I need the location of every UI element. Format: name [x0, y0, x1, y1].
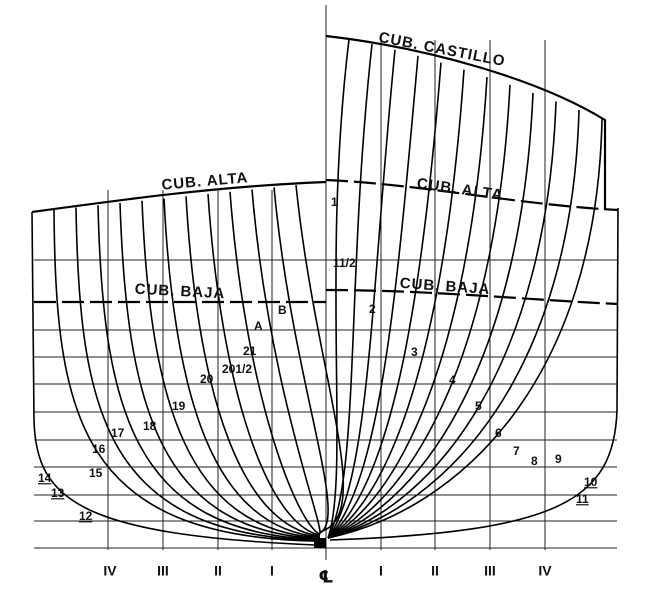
- station-label: 9: [555, 452, 562, 466]
- station-label: 14: [38, 471, 52, 485]
- station-curve: [327, 62, 442, 539]
- buttock-label: I: [379, 563, 383, 579]
- hull-aft: [31, 211, 316, 546]
- station-label: 8: [531, 454, 538, 468]
- station-curve: [327, 69, 465, 539]
- deck-alta-fwd: [325, 178, 619, 212]
- station-label: 19: [172, 399, 186, 413]
- station-curve: [327, 92, 534, 539]
- deck-alta-aft: [31, 180, 327, 214]
- station-label: 11/2: [333, 256, 356, 270]
- station-curve: [327, 43, 373, 539]
- station-label: 12: [79, 509, 93, 523]
- station-curves: [53, 39, 603, 542]
- station-curve: [327, 49, 396, 539]
- deck-baja-fwd: [325, 288, 619, 306]
- station-label: 17: [111, 426, 125, 440]
- station-label: 6: [495, 426, 502, 440]
- station-label: 4: [449, 373, 456, 387]
- centerline-label: ℄: [318, 567, 333, 586]
- buttock-label: II: [214, 563, 222, 579]
- station-label: A: [254, 319, 263, 333]
- grid: [34, 5, 617, 560]
- station-curve: [229, 191, 321, 536]
- station-label: 1: [331, 195, 338, 209]
- station-label: 20: [200, 372, 214, 386]
- deck-label: CUB. CASTILLO: [377, 29, 507, 70]
- station-label: 13: [51, 486, 65, 500]
- buttock-label: I: [270, 563, 274, 579]
- station-curve: [251, 189, 321, 534]
- station-curve: [327, 55, 419, 539]
- station-label: 201/2: [222, 362, 252, 376]
- station-label: 2: [369, 302, 376, 316]
- station-label: 7: [513, 444, 520, 458]
- deck-label: CUB. BAJA: [134, 281, 225, 303]
- station-label: 10: [584, 475, 598, 489]
- buttock-label: IV: [538, 563, 552, 579]
- station-curve: [75, 207, 321, 542]
- buttock-label: IV: [103, 563, 117, 579]
- deck-label: CUB. ALTA: [416, 175, 505, 204]
- buttock-label: III: [157, 563, 169, 579]
- station-curve: [97, 205, 321, 541]
- station-label: 21: [243, 344, 257, 358]
- station-curve: [207, 193, 321, 537]
- station-label: 18: [143, 419, 157, 433]
- station-label: 5: [475, 399, 482, 413]
- station-curve: [141, 200, 321, 539]
- station-curve: [53, 209, 321, 542]
- station-curve: [119, 202, 321, 540]
- station-curve: [273, 187, 329, 534]
- station-curve: [327, 39, 350, 539]
- station-curve: [327, 84, 511, 539]
- station-curve: [327, 109, 580, 539]
- station-curve: [327, 77, 488, 539]
- deck-label: CUB. BAJA: [399, 275, 491, 298]
- station-label: B: [278, 303, 287, 317]
- station-label: 3: [411, 345, 418, 359]
- station-curve: [327, 118, 603, 539]
- station-curve: [163, 198, 321, 538]
- station-curve: [327, 101, 557, 539]
- station-label: 15: [89, 466, 103, 480]
- hull-fwd: [329, 207, 619, 541]
- deck-castillo: [325, 34, 607, 210]
- station-curve: [185, 196, 321, 537]
- keel: [314, 538, 326, 548]
- station-label: 11: [576, 492, 589, 506]
- buttock-label: II: [431, 563, 439, 579]
- buttock-label: III: [484, 563, 496, 579]
- station-label: 16: [92, 442, 106, 456]
